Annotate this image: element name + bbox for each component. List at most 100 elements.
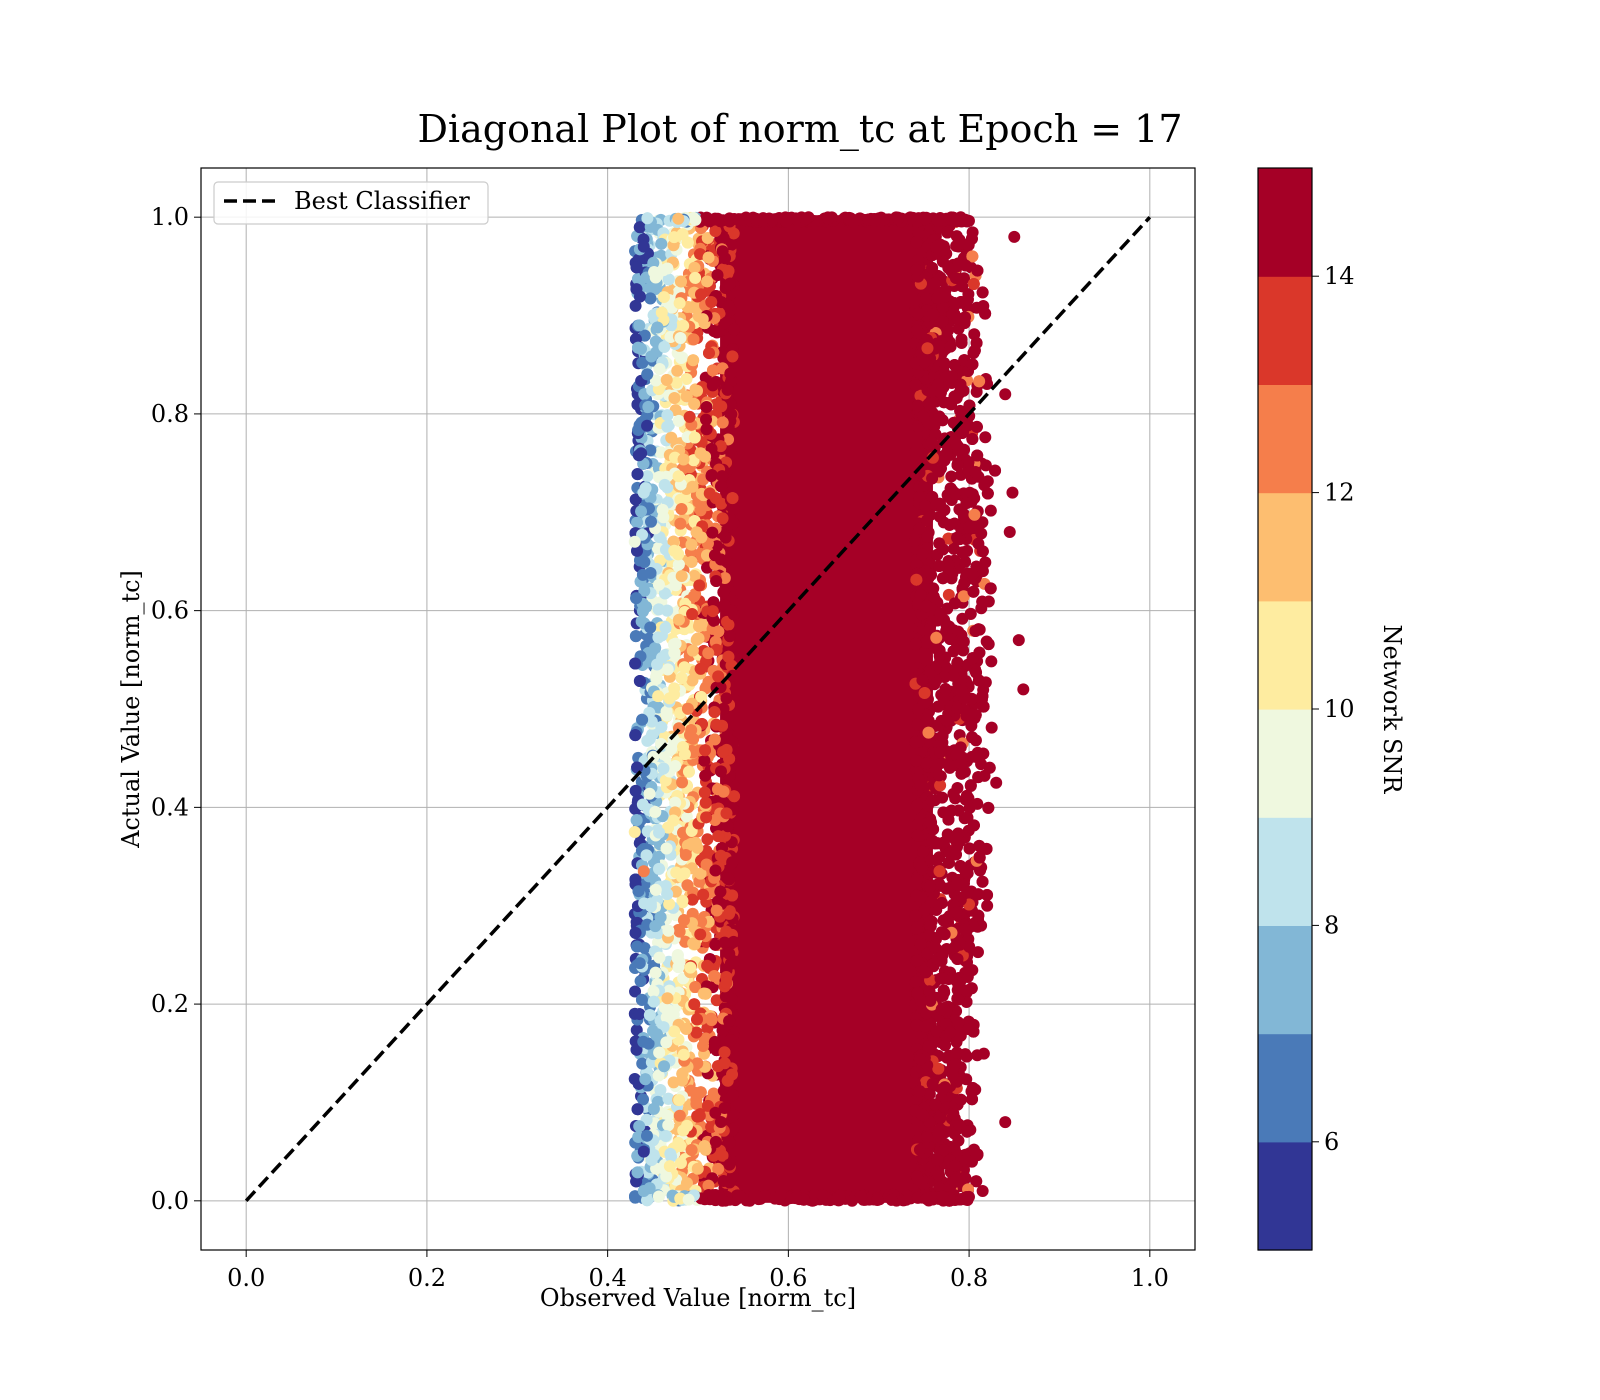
scatter-point bbox=[629, 630, 642, 643]
scatter-point bbox=[676, 776, 689, 789]
scatter-point bbox=[981, 888, 994, 901]
scatter-point bbox=[933, 559, 946, 572]
scatter-point bbox=[667, 535, 680, 548]
scatter-point bbox=[985, 721, 998, 734]
scatter-point bbox=[652, 690, 665, 703]
scatter-point bbox=[924, 880, 937, 893]
scatter-point bbox=[702, 251, 715, 264]
scatter-point bbox=[652, 1069, 665, 1082]
scatter-point bbox=[641, 1194, 654, 1207]
scatter-point bbox=[653, 826, 666, 839]
scatter-point bbox=[951, 312, 964, 325]
scatter-point bbox=[926, 472, 939, 485]
scatter-point bbox=[983, 761, 996, 774]
scatter-point bbox=[928, 277, 941, 290]
scatter-point bbox=[631, 516, 644, 529]
scatter-point bbox=[692, 632, 705, 645]
scatter-point bbox=[647, 1102, 660, 1115]
scatter-point bbox=[693, 1109, 706, 1122]
scatter-point bbox=[910, 264, 923, 277]
scatter-point bbox=[966, 433, 979, 446]
scatter-point bbox=[979, 307, 992, 320]
scatter-point bbox=[633, 221, 646, 234]
scatter-point bbox=[911, 307, 924, 320]
scatter-point bbox=[910, 799, 923, 812]
scatter-point bbox=[921, 947, 934, 960]
scatter-point bbox=[676, 1074, 689, 1087]
scatter-point bbox=[631, 1103, 644, 1116]
scatter-point bbox=[936, 729, 949, 742]
scatter-point bbox=[647, 985, 660, 998]
scatter-point bbox=[690, 1097, 703, 1110]
scatter-point bbox=[680, 810, 693, 823]
scatter-point bbox=[644, 292, 657, 305]
scatter-point bbox=[723, 1015, 736, 1028]
plot-area: 0.0 0.2 0.4 0.6 0.8 1.0 0.00.20.40.60.81.0 bbox=[151, 167, 1196, 1292]
scatter-point bbox=[982, 638, 995, 651]
scatter-point bbox=[654, 446, 667, 459]
scatter-point bbox=[961, 293, 974, 306]
scatter-point bbox=[694, 504, 707, 517]
scatter-point bbox=[926, 261, 939, 274]
scatter-point bbox=[951, 952, 964, 965]
scatter-point bbox=[629, 926, 642, 939]
scatter-point bbox=[649, 642, 662, 655]
scatter-point bbox=[680, 373, 693, 386]
scatter-point bbox=[686, 480, 699, 493]
scatter-point bbox=[668, 682, 681, 695]
scatter-point bbox=[914, 938, 927, 951]
scatter-point bbox=[989, 464, 1002, 477]
scatter-point bbox=[686, 907, 699, 920]
scatter-point bbox=[959, 1172, 972, 1185]
scatter-point bbox=[966, 488, 979, 501]
scatter-point bbox=[947, 542, 960, 555]
scatter-point bbox=[708, 733, 721, 746]
scatter-point bbox=[923, 1087, 936, 1100]
scatter-point bbox=[932, 1127, 945, 1140]
scatter-point bbox=[984, 504, 997, 517]
scatter-point bbox=[629, 985, 642, 998]
scatter-point bbox=[921, 1131, 934, 1144]
scatter-point bbox=[629, 784, 642, 797]
scatter-point bbox=[909, 357, 922, 370]
scatter-point bbox=[705, 469, 718, 482]
scatter-point bbox=[645, 1154, 658, 1167]
scatter-point bbox=[912, 399, 925, 412]
scatter-point bbox=[688, 998, 701, 1011]
scatter-point bbox=[925, 895, 938, 908]
scatter-point bbox=[916, 548, 929, 561]
scatter-point bbox=[712, 830, 725, 843]
scatter-point bbox=[951, 656, 964, 669]
scatter-point bbox=[960, 1050, 973, 1063]
scatter-point bbox=[701, 232, 714, 245]
scatter-point bbox=[698, 786, 711, 799]
scatter-point bbox=[699, 987, 712, 1000]
scatter-point bbox=[639, 1073, 652, 1086]
scatter-point bbox=[681, 879, 694, 892]
scatter-point bbox=[945, 370, 958, 383]
scatter-point bbox=[939, 660, 952, 673]
scatter-point bbox=[927, 590, 940, 603]
scatter-point bbox=[688, 590, 701, 603]
scatter-point bbox=[629, 299, 642, 312]
scatter-point bbox=[924, 854, 937, 867]
scatter-point bbox=[668, 1025, 681, 1038]
scatter-point bbox=[638, 556, 651, 569]
scatter-point bbox=[722, 264, 735, 277]
scatter-point bbox=[683, 729, 696, 742]
scatter-point bbox=[678, 661, 691, 674]
scatter-point bbox=[919, 1020, 932, 1033]
scatter-point bbox=[957, 487, 970, 500]
scatter-point bbox=[723, 1136, 736, 1149]
scatter-point bbox=[964, 607, 977, 620]
scatter-point bbox=[710, 904, 723, 917]
scatter-point bbox=[700, 681, 713, 694]
scatter-point bbox=[699, 796, 712, 809]
scatter-point bbox=[917, 410, 930, 423]
scatter-point bbox=[922, 726, 935, 739]
scatter-point bbox=[909, 975, 922, 988]
scatter-point bbox=[966, 358, 979, 371]
scatter-point bbox=[720, 692, 733, 705]
scatter-point bbox=[933, 510, 946, 523]
scatter-point bbox=[661, 992, 674, 1005]
